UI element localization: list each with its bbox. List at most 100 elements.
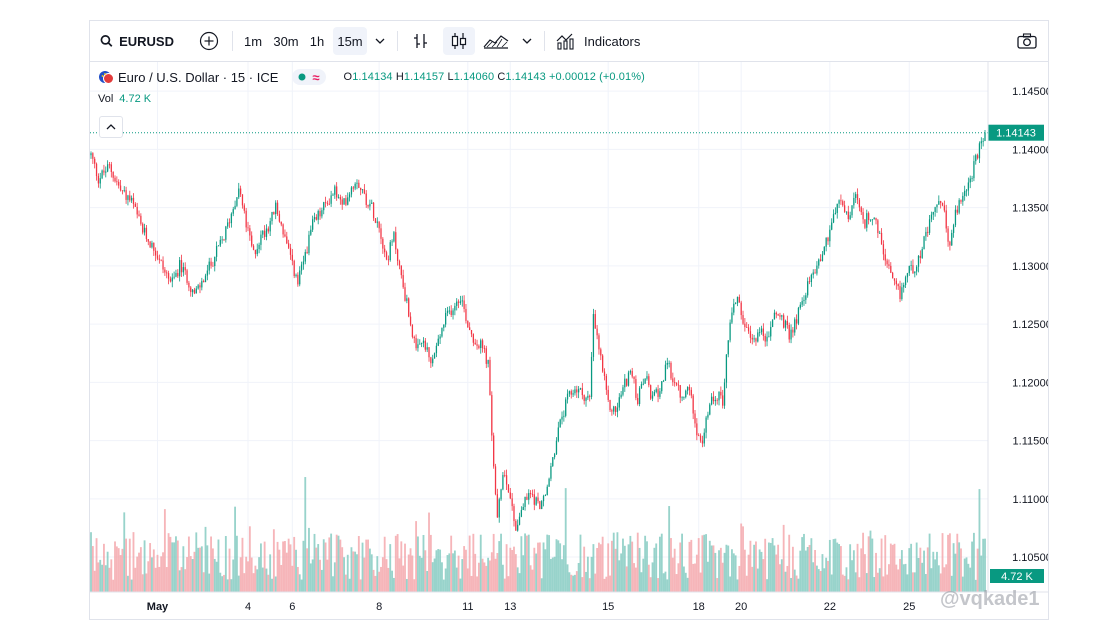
chart-canvas[interactable]: 1.14143 4.72 K 1.14500 1.14000 1.13500 1.130…: [90, 62, 1048, 619]
volume-bar: [551, 557, 554, 592]
candle-body: [723, 382, 726, 406]
volume-bar: [518, 573, 521, 592]
candle-body: [940, 201, 942, 203]
volume-bar: [162, 552, 164, 592]
candle-body: [456, 301, 458, 306]
candle-body: [101, 170, 103, 179]
candle-body: [764, 335, 766, 342]
candle-body: [672, 378, 674, 383]
candlestick-chart-type-button[interactable]: [443, 27, 475, 55]
interval-30m-button[interactable]: 30m: [270, 27, 302, 55]
candle-body: [799, 304, 801, 308]
volume-bar: [333, 562, 336, 592]
volume-bar: [210, 536, 212, 592]
snapshot-button[interactable]: [1014, 27, 1040, 55]
candle-body: [605, 375, 607, 390]
candle-body: [570, 391, 572, 395]
interval-1m-button[interactable]: 1m: [239, 27, 267, 55]
candle-body: [420, 343, 423, 344]
volume-bar: [127, 575, 129, 592]
candle-body: [614, 406, 617, 412]
candle-body: [256, 249, 258, 255]
candle-body: [483, 348, 486, 350]
candle-body: [500, 489, 502, 500]
candle-body: [505, 475, 508, 485]
volume-bar: [298, 574, 301, 592]
candle-body: [433, 353, 436, 359]
series-title[interactable]: Euro / U.S. Dollar · 15 · ICE: [118, 69, 279, 85]
candle-body: [372, 202, 375, 219]
candle-body: [317, 211, 319, 220]
volume-bar: [187, 536, 190, 592]
volume-bar: [132, 532, 135, 592]
interval-1h-button[interactable]: 1h: [305, 27, 329, 55]
candle-body: [293, 260, 295, 277]
volume-bar: [891, 544, 894, 592]
volume-bar: [413, 579, 416, 592]
low-value: 1.14060: [453, 71, 495, 83]
price-axis[interactable]: 1.14500 1.14000 1.13500 1.13000 1.12500 1.120…: [987, 62, 1048, 592]
candle-body: [954, 209, 957, 226]
volume-bar: [692, 563, 695, 592]
volume-bar: [483, 562, 486, 592]
series-legend: Euro / U.S. Dollar · 15 · ICE ≈ O1.14134…: [98, 67, 645, 87]
volume-bar: [245, 556, 248, 592]
interval-menu-button[interactable]: [371, 27, 389, 55]
candle-body: [535, 497, 537, 505]
candle-body: [626, 378, 628, 386]
volume-bar: [173, 542, 176, 592]
candle-body: [395, 232, 397, 250]
candle-body: [847, 211, 849, 220]
volume-bar: [566, 564, 569, 592]
candle-body: [472, 334, 474, 343]
volume-bar: [688, 541, 691, 592]
volume-bar: [459, 578, 462, 592]
candle-body: [871, 219, 873, 221]
time-axis[interactable]: May 4 6 8 11 13 15 18 20 22 25: [90, 591, 1048, 613]
volume-bar: [695, 554, 698, 592]
indicators-button[interactable]: Indicators: [556, 27, 652, 55]
volume-bar: [871, 538, 874, 592]
volume-bar: [211, 548, 214, 592]
candle-body: [812, 272, 814, 275]
candle-body: [105, 171, 107, 173]
candle-body: [602, 355, 604, 372]
candle-body: [132, 197, 135, 204]
candle-body: [284, 234, 286, 237]
interval-15m-button[interactable]: 15m: [333, 27, 367, 55]
volume-bar: [99, 559, 102, 592]
volume-bar: [152, 549, 155, 592]
volume-bar: [317, 544, 320, 592]
candle-body: [618, 397, 620, 408]
area-chart-type-button[interactable]: [481, 27, 511, 55]
bar-chart-type-button[interactable]: [408, 27, 434, 55]
symbol-search-button[interactable]: EURUSD: [100, 27, 174, 55]
add-compare-button[interactable]: [196, 27, 222, 55]
candle-body: [880, 232, 883, 245]
volume-bar: [629, 535, 632, 592]
candle-body: [461, 300, 463, 302]
candle-body: [404, 287, 406, 301]
candle-body: [738, 296, 740, 303]
market-status-pill[interactable]: ≈: [292, 69, 326, 85]
volume-bar: [647, 564, 650, 592]
volume-bar: [180, 567, 183, 592]
collapse-legend-button[interactable]: [99, 116, 123, 138]
volume-bar: [585, 571, 587, 592]
volume-bar: [771, 538, 774, 592]
close-value: 1.14143: [505, 71, 546, 83]
volume-bar: [243, 573, 246, 592]
candle-body: [450, 310, 452, 315]
volume-bar: [636, 532, 639, 592]
candle-body: [323, 202, 325, 211]
candle-body: [249, 228, 251, 236]
volume-bar: [376, 556, 379, 592]
candle-body: [668, 362, 670, 364]
last-volume-label: 4.72 K: [1001, 571, 1033, 583]
candle-body: [99, 178, 101, 184]
volume-bar: [505, 544, 508, 592]
candle-body: [539, 501, 541, 510]
chart-type-menu-button[interactable]: [518, 27, 536, 55]
candle-body: [153, 242, 155, 251]
candle-body: [138, 214, 140, 216]
